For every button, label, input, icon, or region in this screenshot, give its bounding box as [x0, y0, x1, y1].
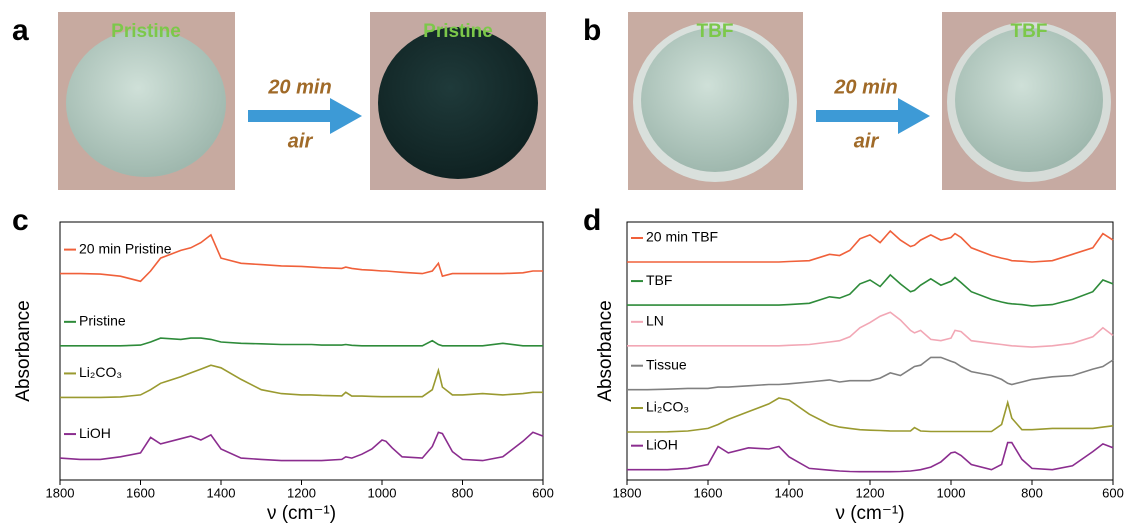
spectrum-line	[627, 312, 1113, 347]
series-label: LiOH	[79, 425, 111, 441]
arrow-text: 20 min	[267, 76, 331, 98]
spectrum-line	[627, 275, 1113, 306]
x-tick-label: 1000	[368, 485, 397, 500]
y-axis-label: Absorbance	[13, 300, 34, 401]
plot-frame	[60, 222, 543, 480]
series-label: Pristine	[79, 313, 126, 329]
spectrum-line	[60, 365, 543, 397]
arrow-text: air	[288, 130, 314, 152]
panel-letter: c	[12, 204, 29, 237]
spectrum-line	[627, 357, 1113, 389]
series-label: TBF	[646, 272, 672, 288]
x-tick-label: 1000	[937, 485, 966, 500]
series-label: Tissue	[646, 356, 687, 372]
series-label: Li₂CO₃	[79, 364, 122, 380]
arrow	[816, 98, 930, 134]
spectrum-line	[627, 398, 1113, 432]
series-label: LiOH	[646, 436, 678, 452]
figure: a b c d Pristine Pristine 20 min air TBF…	[0, 0, 1127, 525]
spectrum-line	[60, 432, 543, 460]
x-tick-label: 1400	[775, 485, 804, 500]
x-tick-label: 1400	[207, 485, 236, 500]
y-axis-label: Absorbance	[595, 300, 616, 401]
x-tick-label: 1800	[613, 485, 642, 500]
panel-letter: a	[12, 14, 29, 47]
photo-label: Pristine	[111, 21, 181, 42]
panel-letter: b	[583, 14, 601, 47]
x-axis-label: ν (cm⁻¹)	[835, 503, 904, 524]
x-tick-label: 1600	[126, 485, 155, 500]
panel-letter: d	[583, 204, 601, 237]
x-tick-label: 1600	[694, 485, 723, 500]
series-label: Li₂CO₃	[646, 399, 689, 415]
x-tick-label: 600	[532, 485, 554, 500]
series-label: 20 min Pristine	[79, 240, 172, 256]
arrow	[248, 98, 362, 134]
x-tick-label: 600	[1102, 485, 1124, 500]
arrow-text: 20 min	[833, 76, 897, 98]
spectrum-line	[627, 443, 1113, 472]
x-axis-label: ν (cm⁻¹)	[267, 503, 336, 524]
x-tick-label: 1200	[287, 485, 316, 500]
arrow-text: air	[854, 130, 880, 152]
x-tick-label: 800	[452, 485, 474, 500]
series-label: 20 min TBF	[646, 229, 718, 245]
series-label: LN	[646, 313, 664, 329]
x-tick-label: 1200	[856, 485, 885, 500]
photo-label: TBF	[1011, 21, 1048, 42]
photo-label: Pristine	[423, 21, 493, 42]
x-tick-label: 1800	[46, 485, 75, 500]
photo-label: TBF	[697, 21, 734, 42]
spectrum-line	[60, 338, 543, 346]
x-tick-label: 800	[1021, 485, 1043, 500]
